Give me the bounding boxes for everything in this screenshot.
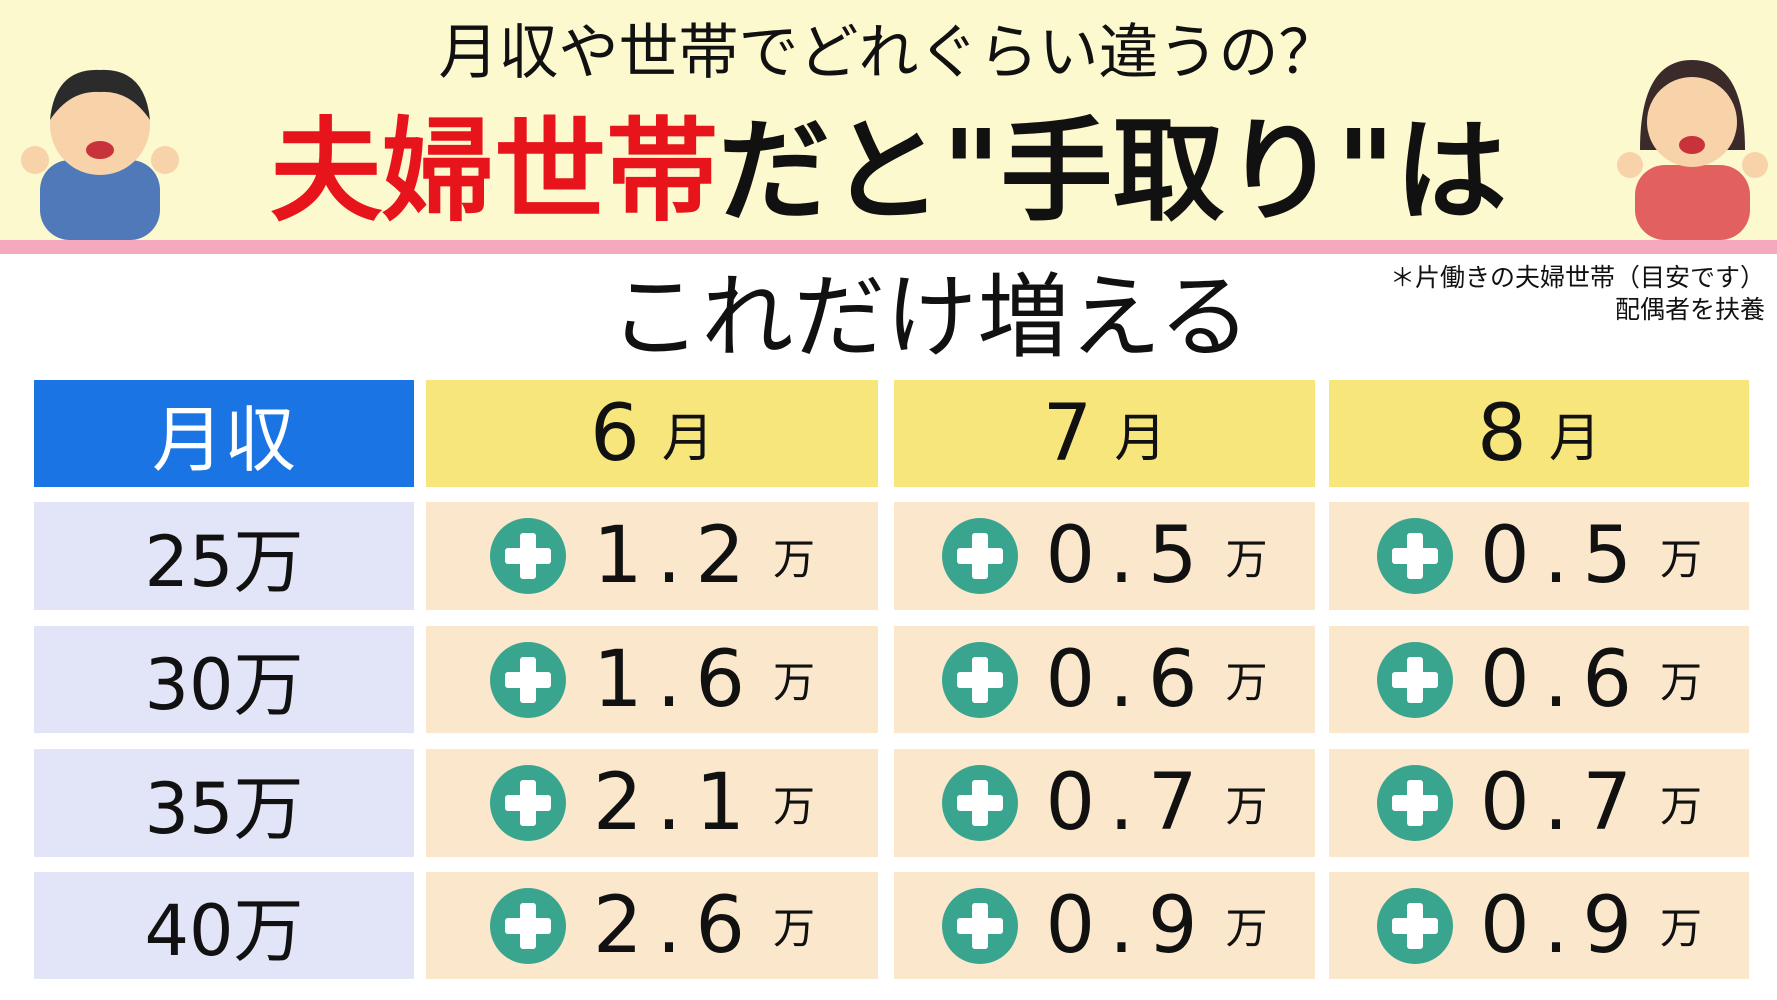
- boy-illustration: [21, 69, 179, 240]
- value-cell: 0.7 万: [1329, 749, 1749, 857]
- month-unit: 月: [1114, 409, 1167, 469]
- row-label: 30万: [34, 626, 414, 733]
- value: 0.6: [1045, 634, 1212, 725]
- value-cell: 0.9 万: [1329, 872, 1749, 979]
- plus-icon: [1376, 641, 1453, 718]
- value: 1.6: [592, 634, 760, 725]
- value-cell: 0.5 万: [894, 502, 1315, 610]
- title-highlight: 夫婦世帯: [270, 107, 719, 237]
- value-cell: 0.6 万: [1329, 626, 1749, 733]
- value: 0.5: [1479, 511, 1647, 601]
- plus-icon: [489, 887, 566, 964]
- plus-icon: [489, 765, 566, 841]
- value: 2.6: [592, 880, 760, 971]
- row-label: 35万: [34, 749, 414, 857]
- value-cell: 0.6 万: [894, 626, 1315, 733]
- value: 0.9: [1479, 880, 1647, 971]
- value-cell: 1.2 万: [426, 502, 878, 610]
- value-cell: 2.1 万: [426, 749, 878, 857]
- plus-icon: [1376, 887, 1453, 964]
- row-label: 40万: [34, 872, 414, 979]
- value: 0.6: [1479, 634, 1647, 725]
- unit: 万: [1660, 534, 1703, 584]
- value: 1.2: [592, 511, 760, 601]
- woman-illustration: [1617, 60, 1768, 240]
- month-number: 6: [590, 388, 640, 479]
- value-cell: 0.9 万: [894, 872, 1315, 979]
- note-line: ＊片働きの夫婦世帯（目安です）: [1389, 263, 1765, 292]
- unit: 万: [773, 904, 816, 953]
- unit: 万: [1660, 904, 1703, 953]
- header-band: [0, 0, 1777, 240]
- value: 0.9: [1045, 880, 1212, 971]
- unit: 万: [1225, 904, 1268, 953]
- note: ＊片働きの夫婦世帯（目安です） 配偶者を扶養: [1390, 262, 1765, 326]
- value-cell: 1.6 万: [426, 626, 878, 733]
- plus-icon: [489, 518, 566, 594]
- plus-icon: [942, 518, 1019, 594]
- plus-icon: [942, 765, 1019, 841]
- plus-icon: [942, 641, 1019, 718]
- plus-icon: [942, 887, 1019, 964]
- row-label: 25万: [34, 502, 414, 610]
- unit: 万: [773, 781, 816, 831]
- unit: 万: [1660, 658, 1703, 707]
- plus-icon: [1376, 765, 1453, 841]
- corner-header: 月収: [34, 380, 414, 487]
- note-line: 配偶者を扶養: [1614, 295, 1765, 324]
- value-cell: 0.5 万: [1329, 502, 1749, 610]
- plus-icon: [489, 641, 566, 718]
- title-rest: だと"手取り"は: [718, 107, 1507, 237]
- value: 0.5: [1045, 511, 1212, 601]
- unit: 万: [773, 534, 816, 584]
- month-number: 7: [1042, 388, 1093, 479]
- value: 0.7: [1045, 758, 1212, 848]
- title: 夫婦世帯だと"手取り"は: [0, 110, 1777, 235]
- value: 2.1: [592, 758, 760, 848]
- unit: 万: [773, 658, 816, 707]
- unit: 万: [1225, 781, 1268, 831]
- month-unit: 月: [661, 409, 714, 469]
- header-divider: [0, 240, 1777, 254]
- title-line2: これだけ増える: [609, 264, 1251, 371]
- unit: 万: [1660, 781, 1703, 831]
- value-cell: 0.7 万: [894, 749, 1315, 857]
- month-number: 8: [1477, 388, 1527, 479]
- subtitle: 月収や世帯でどれぐらい違うの？: [438, 18, 1339, 88]
- plus-icon: [1376, 518, 1453, 594]
- value-cell: 2.6 万: [426, 872, 878, 979]
- value: 0.7: [1479, 758, 1647, 848]
- unit: 万: [1225, 658, 1268, 707]
- month-unit: 月: [1548, 409, 1601, 469]
- unit: 万: [1225, 534, 1268, 584]
